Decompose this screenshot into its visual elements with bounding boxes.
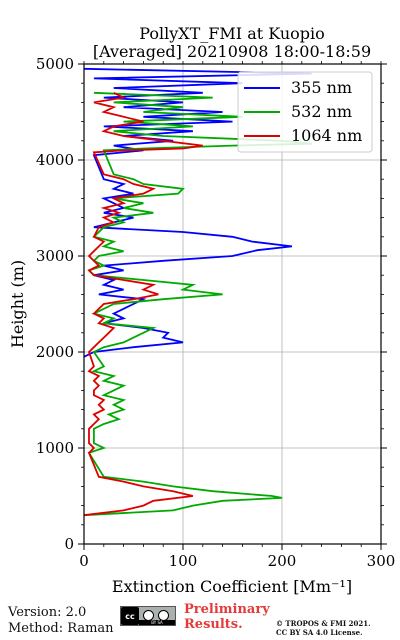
- y-tick-label: 0: [64, 535, 74, 553]
- footer-meta: Version: 2.0 Method: Raman: [8, 605, 114, 637]
- series-line-1064-nm: [83, 91, 203, 517]
- y-axis-label: Height (m): [8, 260, 27, 348]
- x-tick-label: 300: [367, 552, 396, 570]
- series-layer: [83, 67, 312, 517]
- legend: 355 nm 532 nm 1064 nm: [237, 71, 373, 153]
- x-tick-label: 100: [169, 552, 198, 570]
- y-tick-label: 1000: [36, 439, 74, 457]
- legend-box: [237, 71, 373, 153]
- copyright-line-1: © TROPOS & FMI 2021.: [276, 619, 371, 628]
- preliminary-notice: Preliminary Results.: [184, 602, 270, 632]
- cc-license-badge: cc BY SA: [120, 606, 176, 626]
- series-line-532-nm: [83, 91, 312, 517]
- copyright-line-2: CC BY SA 4.0 License.: [276, 628, 363, 637]
- preliminary-line-2: Results.: [184, 617, 243, 632]
- preliminary-line-1: Preliminary: [184, 602, 270, 617]
- copyright-notice: © TROPOS & FMI 2021. CC BY SA 4.0 Licens…: [276, 619, 371, 637]
- chart-title: PollyXT_FMI at Kuopio: [139, 24, 325, 43]
- method-text: Method: Raman: [8, 621, 114, 636]
- plot-frame: [83, 63, 382, 545]
- y-tick-label: 2000: [36, 343, 74, 361]
- y-tick-label: 3000: [36, 247, 74, 265]
- version-text: Version: 2.0: [8, 605, 87, 620]
- x-tick-label: 200: [268, 552, 297, 570]
- cc-logo-icon: cc: [121, 607, 139, 625]
- legend-label: 355 nm: [291, 78, 352, 97]
- legend-label: 532 nm: [291, 102, 352, 121]
- chart-subtitle: [Averaged] 20210908 18:00-18:59: [93, 42, 371, 61]
- x-tick-label: 0: [79, 552, 89, 570]
- x-axis-label: Extinction Coefficient [Mm⁻¹]: [112, 577, 352, 596]
- legend-label: 1064 nm: [291, 126, 362, 145]
- y-tick-label: 5000: [36, 55, 74, 73]
- y-tick-label: 4000: [36, 151, 74, 169]
- cc-badge-text: BY SA: [139, 620, 175, 625]
